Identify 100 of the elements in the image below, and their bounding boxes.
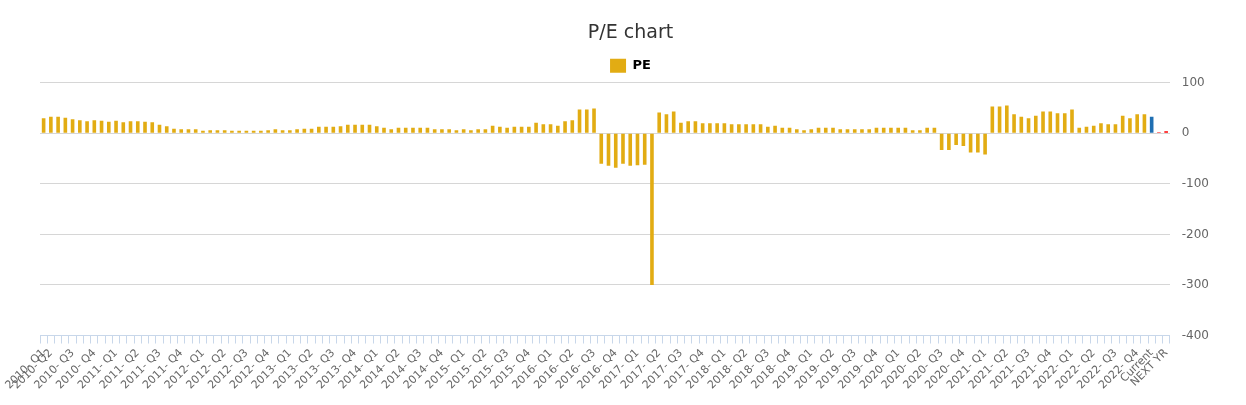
bar xyxy=(280,130,285,133)
bar xyxy=(440,129,444,133)
bar xyxy=(432,129,437,133)
y-tick-label: 0 xyxy=(1181,125,1190,140)
bar xyxy=(411,127,415,133)
bar xyxy=(860,129,864,133)
bar xyxy=(179,129,184,133)
bar xyxy=(867,129,872,133)
bar xyxy=(498,126,502,133)
bar xyxy=(288,130,292,133)
bar xyxy=(85,121,89,133)
bar xyxy=(331,126,336,133)
bar xyxy=(186,129,191,133)
bar xyxy=(469,130,473,133)
bar xyxy=(114,120,118,133)
bar xyxy=(584,109,589,133)
bar xyxy=(106,121,111,133)
bar xyxy=(910,130,915,133)
bar xyxy=(650,133,654,285)
bar xyxy=(143,121,147,133)
bar xyxy=(418,127,423,133)
bar xyxy=(1048,111,1053,133)
bar xyxy=(1077,127,1082,133)
bar xyxy=(360,124,365,133)
bar xyxy=(483,129,488,133)
y-tick-label: -100 xyxy=(1181,176,1209,191)
bar xyxy=(1091,125,1096,133)
bar xyxy=(1019,116,1024,133)
bar xyxy=(599,133,604,164)
bar xyxy=(838,129,843,133)
bar xyxy=(78,120,82,133)
y-tick-label: -400 xyxy=(1181,327,1209,342)
bar xyxy=(1062,113,1067,133)
bar xyxy=(1005,105,1009,133)
bar xyxy=(353,124,357,133)
bar xyxy=(447,129,451,133)
bar xyxy=(461,129,466,133)
bar xyxy=(1012,114,1016,133)
bar xyxy=(642,133,647,165)
bar xyxy=(527,126,531,133)
bar xyxy=(382,127,386,133)
bar xyxy=(1033,115,1038,133)
bar xyxy=(215,130,220,133)
y-tick-label: 100 xyxy=(1181,74,1205,89)
bar xyxy=(563,121,567,133)
bar xyxy=(852,129,857,133)
bar xyxy=(266,130,270,133)
bar xyxy=(918,130,922,133)
bar xyxy=(613,133,618,168)
bar xyxy=(1128,118,1132,133)
bar xyxy=(794,129,799,133)
bar xyxy=(324,126,328,133)
bar xyxy=(1135,114,1139,133)
bar xyxy=(947,133,951,151)
bar xyxy=(193,129,198,133)
bar xyxy=(403,127,408,133)
bar xyxy=(295,129,299,133)
bar xyxy=(1041,111,1045,133)
legend-label: PE xyxy=(632,57,651,73)
bar xyxy=(150,122,155,133)
bar xyxy=(896,127,900,133)
bar xyxy=(259,130,263,133)
bar xyxy=(208,130,212,133)
bar xyxy=(505,127,509,133)
bar xyxy=(773,125,777,133)
bar xyxy=(556,125,560,133)
bar xyxy=(831,127,835,133)
bar xyxy=(454,130,459,133)
bar xyxy=(570,120,575,133)
bar xyxy=(1120,115,1125,133)
bar xyxy=(592,108,596,133)
chart-title: P/E chart xyxy=(587,20,674,43)
bar xyxy=(679,122,683,133)
bar xyxy=(49,116,53,133)
bar xyxy=(744,124,748,133)
bar xyxy=(809,129,814,133)
bar xyxy=(925,127,929,133)
bar xyxy=(737,124,741,133)
bar xyxy=(164,126,169,133)
bar xyxy=(237,130,241,133)
bar xyxy=(230,130,234,133)
bar xyxy=(273,129,278,133)
bar xyxy=(534,122,538,133)
bar xyxy=(121,122,126,133)
bar xyxy=(389,129,394,133)
bar xyxy=(715,123,719,133)
y-tick-label: -200 xyxy=(1181,226,1209,241)
bar xyxy=(374,126,379,133)
bar xyxy=(476,129,480,133)
bar xyxy=(172,128,176,133)
bar xyxy=(889,127,893,133)
bar xyxy=(201,130,205,133)
bar xyxy=(686,121,690,133)
bar xyxy=(708,123,712,133)
bar xyxy=(222,130,227,133)
bar xyxy=(823,127,828,133)
bar xyxy=(802,130,806,133)
bar xyxy=(881,127,886,133)
bar xyxy=(766,126,770,133)
y-tick-label: -300 xyxy=(1181,277,1209,292)
